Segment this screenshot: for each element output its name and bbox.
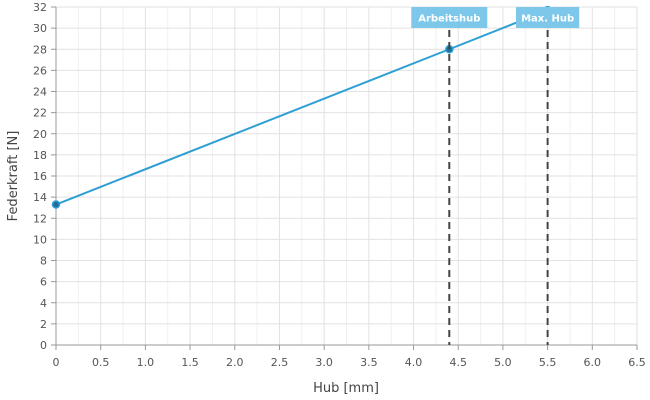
y-tick-label: 16 <box>33 170 47 183</box>
x-tick-label: 2.0 <box>226 356 244 369</box>
y-tick-label: 20 <box>33 128 47 141</box>
x-tick-label: 4.0 <box>405 356 423 369</box>
y-tick-label: 26 <box>33 64 47 77</box>
y-axis-title: Federkraft [N] <box>6 131 21 222</box>
x-tick-label: 5.5 <box>539 356 557 369</box>
x-axis-title: Hub [mm] <box>313 381 379 396</box>
y-tick-label: 10 <box>33 233 47 246</box>
x-tick-label: 1.5 <box>181 356 199 369</box>
x-axis-ticks: 0 0.5 1.0 1.5 2.0 2.5 3.0 3.5 4.0 4.5 5.0 5.5 6.0 6.5 <box>53 345 646 369</box>
marker-label-box <box>516 7 580 28</box>
y-tick-label: 2 <box>40 318 47 331</box>
data-point <box>51 200 61 209</box>
marker-label: Max. Hub <box>521 14 574 25</box>
grid <box>55 6 638 346</box>
marker-layer: Arbeitshub Max. Hub <box>411 7 580 345</box>
x-tick-label: 3.0 <box>315 356 333 369</box>
x-tick-label: 4.5 <box>449 356 467 369</box>
y-tick-label: 30 <box>33 22 47 35</box>
x-tick-label: 2.5 <box>271 356 289 369</box>
x-tick-label: 1.0 <box>137 356 155 369</box>
y-tick-label: 14 <box>33 191 47 204</box>
y-tick-label: 8 <box>40 255 47 268</box>
y-tick-label: 22 <box>33 107 47 120</box>
marker-label: Arbeitshub <box>418 14 480 25</box>
x-tick-label: 6.5 <box>628 356 646 369</box>
y-tick-label: 6 <box>40 276 47 289</box>
y-tick-label: 18 <box>33 149 47 162</box>
x-tick-label: 0 <box>53 356 60 369</box>
y-tick-label: 4 <box>40 297 47 310</box>
x-tick-label: 5.0 <box>494 356 512 369</box>
y-tick-label: 12 <box>33 212 47 225</box>
x-tick-label: 0.5 <box>92 356 110 369</box>
x-tick-label: 3.5 <box>360 356 378 369</box>
y-tick-label: 24 <box>33 86 47 99</box>
x-tick-label: 6.0 <box>584 356 602 369</box>
marker-label-box <box>411 7 488 28</box>
y-tick-label: 28 <box>33 43 47 56</box>
y-tick-label: 32 <box>33 1 47 14</box>
y-tick-label: 0 <box>40 339 47 352</box>
